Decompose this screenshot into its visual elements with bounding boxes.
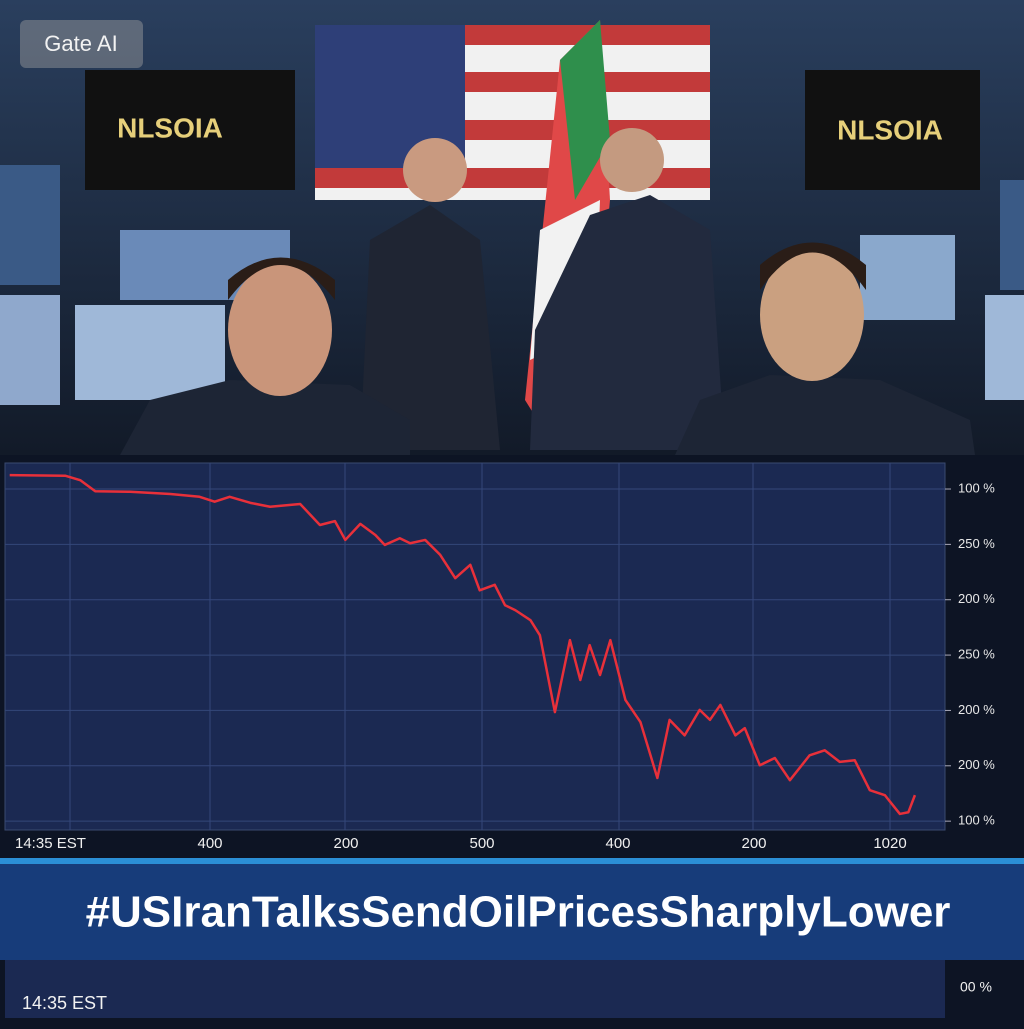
x-tick-label: 400 bbox=[197, 835, 222, 852]
x-tick-label: 200 bbox=[741, 835, 766, 852]
y-tick-label: 200 % bbox=[958, 702, 995, 717]
y-tick-label: 100 % bbox=[958, 480, 995, 495]
footer-plot bbox=[5, 960, 945, 1018]
badge: Gate AI bbox=[44, 31, 117, 56]
x-tick-label: 500 bbox=[469, 835, 494, 852]
chart: 100 % 250 % 200 % 250 % 200 % 200 % 100 % 14:35… bbox=[5, 463, 995, 852]
screen-label: NLSOIA bbox=[117, 112, 223, 143]
y-tick-label: 100 % bbox=[958, 813, 995, 828]
footer-time: 14:35 EST bbox=[22, 993, 107, 1013]
screen-label: NLSOIA bbox=[837, 114, 943, 145]
x-tick-label: 200 bbox=[333, 835, 358, 852]
banner-rule bbox=[0, 858, 1024, 864]
people bbox=[120, 128, 975, 455]
y-tick-label: 200 % bbox=[958, 591, 995, 606]
headline-banner bbox=[0, 864, 1024, 960]
y-tick-label: 200 % bbox=[958, 757, 995, 772]
y-tick-label: 250 % bbox=[958, 536, 995, 551]
plot-area bbox=[4, 462, 946, 831]
x-tick-label: 14:35 EST bbox=[15, 835, 86, 852]
headline: #USIranTalksSendOilPricesSharplyLower bbox=[86, 888, 951, 937]
footer-value: 00 % bbox=[960, 979, 992, 995]
x-tick-label: 400 bbox=[605, 835, 630, 852]
badge-box bbox=[20, 20, 143, 68]
x-tick-label: 1020 bbox=[873, 835, 906, 852]
y-tick-label: 250 % bbox=[958, 647, 995, 662]
price-line bbox=[9, 473, 917, 816]
